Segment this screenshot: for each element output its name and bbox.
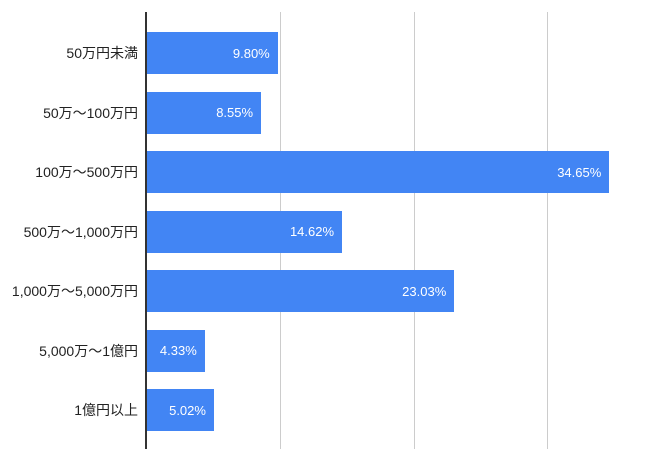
bar-value-label: 34.65% <box>557 164 602 180</box>
bar-3[interactable]: 14.62% <box>147 210 343 253</box>
bar-2[interactable]: 34.65% <box>147 151 610 194</box>
bar-value-label: 5.02% <box>169 402 206 418</box>
category-label: 50万〜100万円 <box>43 104 138 121</box>
category-label: 500万〜1,000万円 <box>23 223 138 240</box>
bar-6[interactable]: 5.02% <box>147 389 214 432</box>
gridline-x-20 <box>413 12 415 449</box>
bar-value-label: 4.33% <box>159 343 197 359</box>
category-label: 50万円未満 <box>66 45 138 62</box>
bar-value-label: 8.55% <box>216 105 254 121</box>
category-label: 1,000万〜5,000万円 <box>11 283 138 300</box>
bar-value-label: 9.80% <box>232 45 270 61</box>
category-label: 100万〜500万円 <box>35 164 138 181</box>
gridline-x-30 <box>547 12 549 449</box>
bar-value-label: 23.03% <box>402 283 447 299</box>
bar-5[interactable]: 4.33% <box>147 329 205 372</box>
bar-4[interactable]: 23.03% <box>147 270 455 313</box>
bar-0[interactable]: 9.80% <box>147 32 278 75</box>
y-axis-line <box>145 12 147 449</box>
category-label: 5,000万〜1億円 <box>39 342 138 359</box>
bar-value-label: 14.62% <box>289 224 335 240</box>
bar-1[interactable]: 8.55% <box>147 91 262 134</box>
category-label: 1億円以上 <box>74 402 138 419</box>
